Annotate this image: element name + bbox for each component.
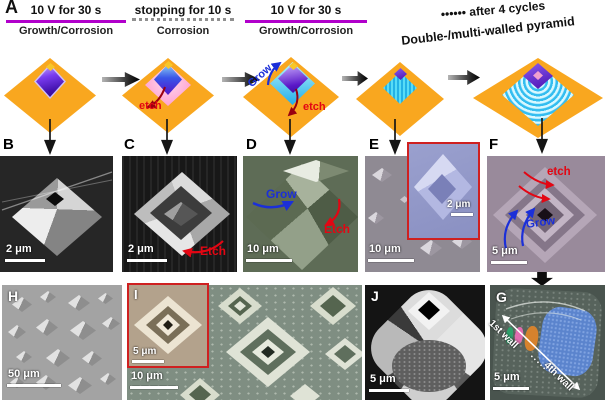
- scalebar-d: [246, 259, 292, 262]
- pyramid-2-tip: [164, 61, 173, 69]
- process-arrow-3: [342, 71, 368, 86]
- panel-i-label: I: [134, 287, 138, 302]
- step3-underline: [245, 20, 367, 23]
- step2-title: stopping for 10 s: [134, 3, 232, 17]
- scale-f: 5 μm: [492, 245, 518, 257]
- scalebar-j: [369, 389, 409, 392]
- scale-b: 2 μm: [6, 243, 32, 255]
- sem-image-h: [2, 285, 122, 400]
- pyramid-1-tip: [46, 63, 55, 71]
- panel-b-label: B: [3, 136, 14, 153]
- scale-g: 5 μm: [494, 371, 520, 383]
- scalebar-b: [5, 259, 45, 262]
- process-arrow-1: [102, 72, 140, 87]
- scalebar-h: [7, 384, 61, 387]
- sem-image-b: [0, 156, 113, 272]
- scale-j: 5 μm: [370, 373, 396, 385]
- step1-underline: [6, 20, 126, 23]
- scale-h: 50 μm: [8, 368, 40, 380]
- etch-label-d: Etch: [324, 222, 351, 236]
- process-arrow-4: [448, 70, 480, 85]
- panel-f-label: F: [489, 136, 499, 153]
- sem-image-j: [365, 285, 485, 400]
- sem-b-pit: [46, 192, 64, 206]
- pyramid-5-cap-center: [533, 71, 543, 80]
- schematic-etch3-label: etch: [303, 101, 326, 113]
- step2-underline: [132, 18, 234, 21]
- panel-c-label: C: [124, 136, 135, 153]
- scalebar-g: [493, 387, 529, 390]
- scalebar-i: [130, 386, 178, 389]
- grow-label-d: Grow: [266, 187, 297, 201]
- inset-i-scalebar: [132, 360, 164, 363]
- down-arrow-f-to-g: [531, 272, 553, 286]
- panel-h-label: H: [8, 288, 19, 304]
- sem-e-pyramid-2: [368, 212, 384, 224]
- panel-j-label: J: [371, 288, 379, 304]
- sem-j-rough-face: [392, 340, 466, 392]
- etch-label-f: etch: [547, 166, 571, 178]
- step1-subtitle: Growth/Corrosion: [18, 25, 114, 37]
- scale-e: 10 μm: [369, 243, 401, 255]
- scale-i: 10 μm: [131, 370, 163, 382]
- sem-d-ridge: [283, 160, 349, 182]
- scalebar-f: [491, 261, 527, 264]
- sem-e-pyramid-5: [400, 196, 409, 203]
- sem-f-core: [537, 208, 553, 222]
- inset-e-scalebar: [451, 213, 473, 216]
- scale-d: 10 μm: [247, 243, 279, 255]
- pyramid-4-cap: [394, 68, 407, 80]
- scale-c: 2 μm: [128, 243, 154, 255]
- panel-a-label: A: [5, 0, 18, 17]
- step1-title: 10 V for 30 s: [30, 3, 102, 17]
- scalebar-e: [368, 259, 414, 262]
- step3-title: 10 V for 30 s: [270, 3, 342, 17]
- scalebar-c: [127, 259, 167, 262]
- inset-e: [407, 142, 480, 240]
- etch-label-c: Etch: [200, 244, 227, 258]
- inset-e-scale: 2 μm: [447, 199, 471, 210]
- inset-i: [127, 283, 209, 368]
- inset-i-scale: 5 μm: [133, 346, 157, 357]
- step3-subtitle: Growth/Corrosion: [258, 25, 354, 37]
- panel-g-label: G: [496, 289, 507, 305]
- schematic-etch2-label: etch: [139, 100, 162, 112]
- sem-e-pyramid-3: [420, 240, 442, 256]
- step2-subtitle: Corrosion: [156, 25, 210, 37]
- sem-e-pyramid-1: [372, 168, 392, 182]
- panel-e-label: E: [369, 136, 380, 153]
- panel-d-label: D: [246, 136, 257, 153]
- pyramid-3-tip: [289, 62, 298, 70]
